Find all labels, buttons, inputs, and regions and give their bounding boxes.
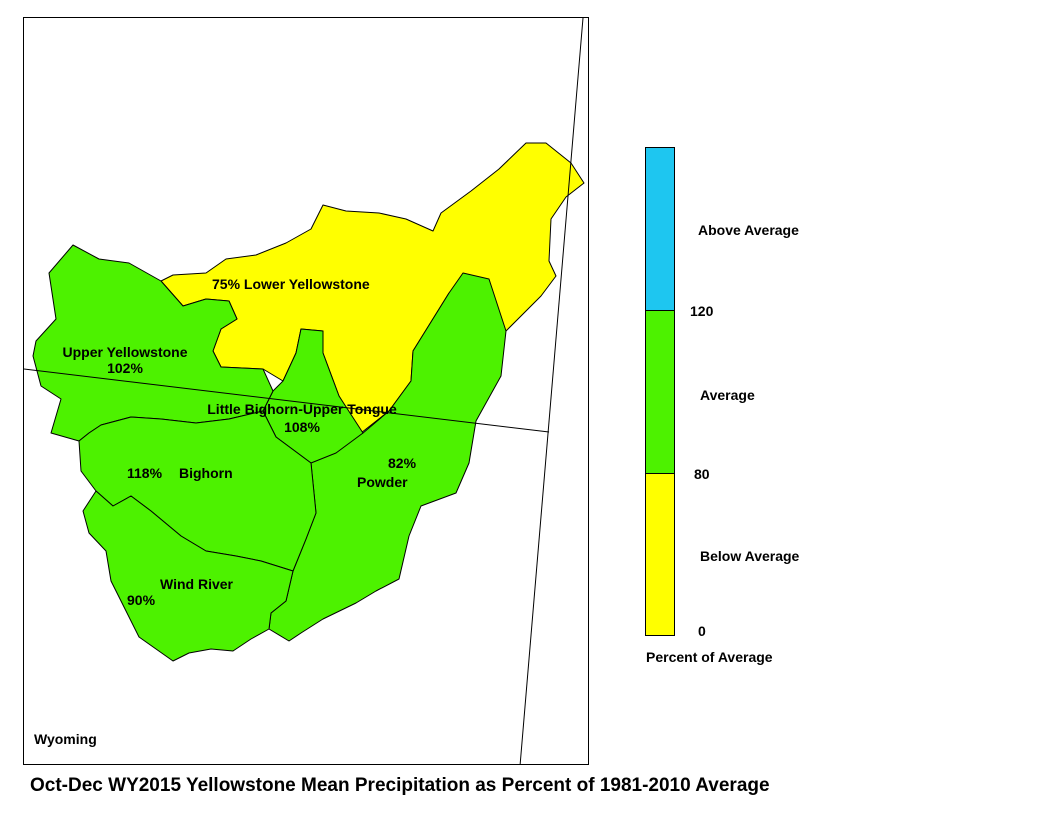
legend-color-bar bbox=[645, 147, 675, 636]
east-state-border bbox=[519, 18, 584, 764]
basin-percent-little-bighorn: 108% bbox=[284, 419, 320, 435]
basin-name-powder: Powder bbox=[357, 474, 408, 490]
legend-swatch-below bbox=[646, 474, 674, 635]
state-label-wyoming: Wyoming bbox=[34, 731, 97, 747]
basin-name-upper-yellowstone: Upper Yellowstone bbox=[62, 344, 188, 360]
legend-title: Percent of Average bbox=[646, 649, 773, 665]
basin-label-lower-yellowstone: 75% Lower Yellowstone bbox=[212, 276, 370, 292]
basin-name-bighorn: Bighorn bbox=[179, 465, 233, 481]
legend-tick-0: 0 bbox=[698, 623, 706, 639]
basin-percent-upper-yellowstone: 102% bbox=[107, 360, 143, 376]
legend-label-average: Average bbox=[700, 387, 755, 403]
legend-tick-120: 120 bbox=[690, 303, 714, 319]
basin-map bbox=[24, 18, 585, 764]
basin-percent-bighorn: 118% bbox=[127, 465, 163, 481]
legend-swatch-above bbox=[646, 148, 674, 311]
legend-tick-80: 80 bbox=[694, 466, 710, 482]
montana-wyoming-border bbox=[24, 368, 550, 433]
basin-label-upper-yellowstone: Upper Yellowstone 102% bbox=[63, 344, 188, 376]
map-frame bbox=[23, 17, 589, 765]
basin-percent-wind-river: 90% bbox=[127, 592, 156, 608]
map-caption: Oct-Dec WY2015 Yellowstone Mean Precipit… bbox=[30, 775, 770, 796]
basin-name-wind-river: Wind River bbox=[160, 576, 233, 592]
legend-label-above: Above Average bbox=[698, 222, 799, 238]
legend-label-below: Below Average bbox=[700, 548, 800, 564]
basin-wind-river[interactable] bbox=[82, 490, 294, 662]
legend-swatch-average bbox=[646, 311, 674, 474]
basin-name-little-bighorn: Little Bighorn-Upper Tongue bbox=[207, 401, 397, 417]
basin-label-little-bighorn: Little Bighorn-Upper Tongue 108% bbox=[207, 401, 397, 435]
basin-percent-powder: 82% bbox=[388, 455, 417, 471]
